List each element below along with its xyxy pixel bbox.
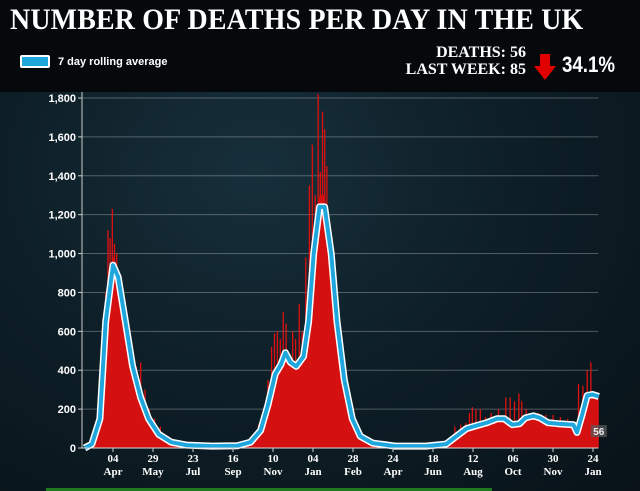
x-tick-label-month: Jun — [424, 466, 442, 478]
x-tick-label-day: 29 — [148, 453, 160, 465]
y-tick-label: 1,200 — [48, 210, 76, 222]
x-tick-label-day: 24 — [588, 453, 600, 465]
legend-swatch-rolling-average — [20, 55, 50, 68]
y-tick-label: 800 — [58, 287, 76, 299]
y-tick-label: 400 — [58, 365, 76, 377]
deaths-last-week: LAST WEEK: 85 — [405, 61, 526, 78]
rolling-average-line — [83, 204, 600, 450]
legend-label: 7 day rolling average — [58, 55, 168, 68]
x-tick-label-month: Jul — [186, 466, 201, 478]
x-tick-label-day: 04 — [308, 453, 320, 465]
bottom-bar — [46, 488, 492, 491]
chart-title: NUMBER OF DEATHS PER DAY IN THE UK — [10, 3, 584, 36]
axes: 0 200 400 600 800 1,000 1,200 1,400 1,600 1,800 04… — [48, 92, 607, 478]
y-tick-label: 200 — [58, 404, 76, 416]
y-tick-label: 1,600 — [48, 132, 76, 144]
x-tick-label-month: Nov — [544, 466, 563, 478]
last-value-badge — [590, 425, 607, 438]
header-band — [0, 0, 640, 92]
x-tick-label-day: 30 — [548, 453, 560, 465]
x-tick-label-day: 24 — [388, 453, 400, 465]
deaths-today: DEATHS: 56 — [436, 44, 526, 61]
change-percent: 34.1% — [562, 52, 616, 77]
down-arrow-icon — [534, 54, 556, 80]
y-tick-label: 0 — [70, 443, 76, 455]
x-tick-label-day: 04 — [108, 453, 120, 465]
y-tick-label: 1,000 — [48, 249, 76, 261]
x-tick-label-month: May — [142, 466, 164, 478]
x-tick-label-day: 28 — [348, 453, 360, 465]
x-tick-label-day: 10 — [268, 453, 280, 465]
x-tick-label-day: 12 — [468, 453, 480, 465]
x-tick-label-month: Jan — [584, 466, 601, 478]
x-tick-label-month: Aug — [463, 466, 483, 478]
y-tick-label: 600 — [58, 326, 76, 338]
y-tick-label: 1,800 — [48, 93, 76, 105]
x-tick-label-month: Nov — [264, 466, 283, 478]
x-tick-label-day: 06 — [508, 453, 520, 465]
x-tick-label-day: 16 — [228, 453, 240, 465]
x-tick-label-month: Feb — [344, 466, 362, 478]
x-tick-label-day: 23 — [188, 453, 200, 465]
x-tick-label-month: Apr — [104, 466, 123, 478]
x-tick-label-month: Jan — [304, 466, 321, 478]
gridlines — [82, 97, 599, 410]
stats-box: DEATHS: 56 LAST WEEK: 85 — [404, 44, 526, 78]
x-tick-label-day: 18 — [428, 453, 440, 465]
legend: 7 day rolling average — [20, 55, 167, 68]
x-tick-label-month: Oct — [504, 466, 521, 478]
last-value-label: 56 — [593, 427, 605, 438]
x-tick-label-month: Apr — [384, 466, 403, 478]
y-tick-label: 1,400 — [48, 171, 76, 183]
x-tick-label-month: Sep — [224, 466, 241, 478]
